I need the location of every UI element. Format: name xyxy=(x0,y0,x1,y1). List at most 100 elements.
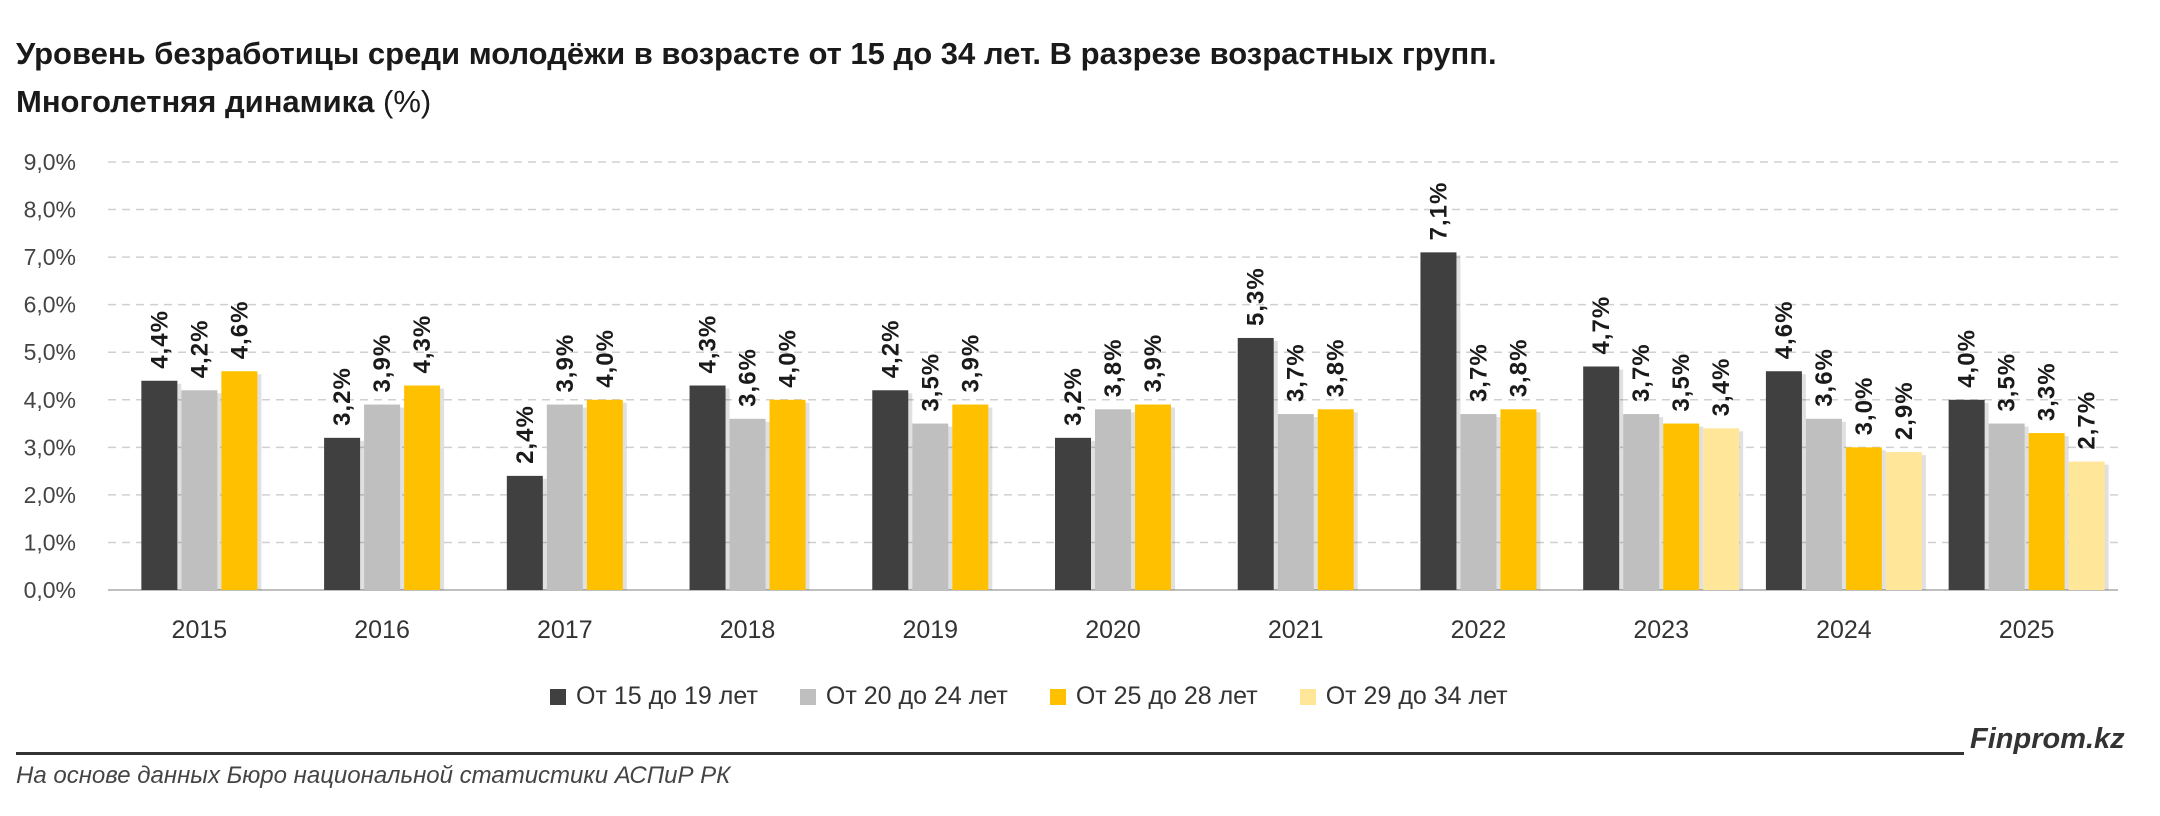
y-tick-label: 4,0% xyxy=(24,387,76,413)
y-tick-label: 6,0% xyxy=(24,292,76,318)
chart-title-unit: (%) xyxy=(383,84,432,119)
bar xyxy=(1237,337,1274,590)
data-label: 3,7% xyxy=(1283,343,1310,402)
data-label: 3,9% xyxy=(552,334,579,393)
data-label: 3,4% xyxy=(1708,358,1735,417)
bar xyxy=(1885,452,1922,590)
bar xyxy=(141,380,178,590)
bar xyxy=(689,385,726,590)
chart-title-main: Многолетняя динамика xyxy=(16,84,375,119)
bar xyxy=(364,404,401,590)
legend-swatch xyxy=(1049,688,1066,705)
data-label: 3,9% xyxy=(957,334,984,393)
data-label: 3,9% xyxy=(1140,334,1167,393)
legend-label: От 20 до 24 лет xyxy=(825,682,1008,710)
bar xyxy=(1317,409,1354,590)
data-label: 3,7% xyxy=(1628,343,1655,402)
bar xyxy=(872,390,909,590)
legend: От 15 до 19 лет От 20 до 24 лет От 25 до 2… xyxy=(550,682,1508,711)
data-label: 2,4% xyxy=(512,405,539,464)
bar xyxy=(1805,418,1842,590)
x-tick-label: 2023 xyxy=(1633,616,1689,644)
bar xyxy=(586,399,623,590)
data-label: 3,5% xyxy=(917,353,944,412)
chart-title-line1: Уровень безработицы среди молодёжи в воз… xyxy=(16,36,1497,71)
bar-chart: 0,0% 1,0% 2,0% 3,0% 4,0% 5,0% 6,0% 7,0% 8,0% 9,0%… xyxy=(24,149,2118,644)
x-tick-label: 2015 xyxy=(172,616,228,644)
x-tick-label: 2020 xyxy=(1085,616,1141,644)
y-tick-label: 9,0% xyxy=(24,149,76,175)
bar xyxy=(1703,428,1740,590)
legend-item: От 15 до 19 лет xyxy=(550,682,758,711)
x-tick-label: 2021 xyxy=(1268,616,1324,644)
bar xyxy=(221,371,258,590)
data-label: 3,6% xyxy=(735,348,762,407)
x-tick-label: 2022 xyxy=(1451,616,1507,644)
bar xyxy=(1055,437,1091,590)
data-label: 3,6% xyxy=(1811,348,1838,407)
data-label: 4,0% xyxy=(592,329,619,388)
bar xyxy=(324,437,361,590)
bar xyxy=(1500,409,1537,590)
legend-swatch xyxy=(550,688,566,705)
bar xyxy=(2068,461,2105,590)
bar xyxy=(546,404,583,590)
legend-swatch xyxy=(1299,688,1316,705)
data-label: 4,2% xyxy=(186,320,213,379)
bar xyxy=(404,385,441,590)
bar xyxy=(1623,414,1660,590)
legend-label: От 29 до 34 лет xyxy=(1325,682,1508,710)
y-tick-label: 0,0% xyxy=(24,577,76,603)
data-label: 4,0% xyxy=(1954,329,1981,388)
data-label: 7,1% xyxy=(1425,182,1452,241)
data-label: 3,8% xyxy=(1100,339,1127,398)
legend-item: От 20 до 24 лет xyxy=(799,682,1008,711)
bar xyxy=(506,475,543,590)
data-label: 3,2% xyxy=(1060,367,1087,426)
bar xyxy=(1663,423,1700,590)
x-tick-label: 2025 xyxy=(1999,616,2055,644)
data-label: 4,2% xyxy=(877,320,904,379)
data-label: 3,0% xyxy=(1851,377,1878,436)
footer-divider xyxy=(16,752,1964,755)
bar xyxy=(1988,423,2025,590)
bar xyxy=(1765,371,1802,590)
y-tick-label: 5,0% xyxy=(24,339,76,365)
bar xyxy=(729,418,766,590)
data-label: 3,8% xyxy=(1323,339,1350,398)
bar xyxy=(181,390,218,590)
bar xyxy=(912,423,949,590)
bars xyxy=(141,252,2109,590)
x-tick-label: 2019 xyxy=(902,616,958,644)
bar xyxy=(1845,447,1882,590)
x-tick-label: 2018 xyxy=(720,616,776,644)
data-label: 5,3% xyxy=(1243,267,1270,326)
bar xyxy=(1095,409,1131,590)
legend-label: От 25 до 28 лет xyxy=(1075,682,1258,710)
x-axis-ticks: 2015 2016 2017 2018 2019 2020 2021 2022 2023 2024… xyxy=(172,616,2055,644)
source-note: На основе данных Бюро национальной стати… xyxy=(16,762,731,789)
legend-swatch xyxy=(799,688,816,705)
data-label: 4,3% xyxy=(695,315,722,374)
bar xyxy=(1583,366,1620,590)
data-label: 3,3% xyxy=(2034,362,2061,421)
bar xyxy=(1948,399,1985,590)
y-tick-label: 8,0% xyxy=(24,197,76,223)
chart-title: Уровень безработицы среди молодёжи в воз… xyxy=(16,30,2116,126)
x-tick-label: 2024 xyxy=(1816,616,1872,644)
bar xyxy=(952,404,989,590)
data-label: 3,5% xyxy=(1994,353,2021,412)
data-label: 3,8% xyxy=(1505,339,1532,398)
data-label: 3,7% xyxy=(1465,343,1492,402)
data-label: 4,3% xyxy=(409,315,436,374)
data-label: 4,0% xyxy=(775,329,802,388)
data-label: 4,7% xyxy=(1588,296,1615,355)
data-label: 4,6% xyxy=(1771,301,1798,360)
legend-item: От 25 до 28 лет xyxy=(1049,682,1258,711)
bar xyxy=(1420,252,1457,590)
bar xyxy=(1135,404,1171,590)
data-labels: 4,4% 4,2% 4,6% 3,2% 3,9% 4,3% 2,4% 3,9% 4,0% 4,3%… xyxy=(146,182,2100,464)
data-label: 4,4% xyxy=(146,310,173,369)
bar xyxy=(1460,414,1497,590)
y-tick-label: 7,0% xyxy=(24,244,76,270)
